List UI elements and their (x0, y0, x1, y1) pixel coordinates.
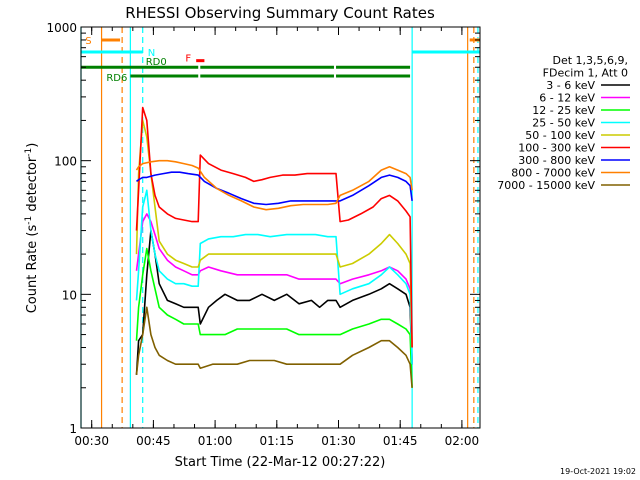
legend-label-100-300-kev: 100 - 300 keV (518, 142, 595, 155)
state-label-s: S (85, 36, 91, 47)
series-50-100-kev (135, 119, 413, 348)
chart-title: RHESSI Observing Summary Count Rates (125, 4, 435, 22)
series-3-6-kev (135, 229, 413, 375)
footer-date: 19-Oct-2021 19:02 (560, 467, 636, 476)
legend-label-12-25-kev: 12 - 25 keV (532, 104, 595, 117)
vertical-markers (80, 27, 479, 428)
state-label-n: N (148, 48, 155, 59)
series-25-50-kev (135, 189, 413, 365)
legend-label-300-800-kev: 300 - 800 keV (518, 154, 595, 167)
legend-header-1: FDecim 1, Att 0 (543, 67, 628, 80)
series-7000-15000-kev (135, 306, 413, 388)
series-12-25-kev (135, 247, 413, 388)
y-tick-label-1: 10 (62, 288, 77, 302)
legend-label-50-100-kev: 50 - 100 keV (525, 129, 595, 142)
axis-ticks: 00:30 00:45 01:00 01:15 01:30 01:45 02:00 1 10 10… (46, 21, 480, 448)
x-tick-label-2: 01:00 (198, 434, 233, 448)
series-800-7000-kev (135, 159, 413, 211)
y-tick-label-0: 1 (69, 422, 77, 436)
x-tick-label-3: 01:15 (260, 434, 295, 448)
state-bars: S N F RD0 RD6 (81, 36, 480, 84)
legend-label-25-50-kev: 25 - 50 keV (532, 117, 595, 130)
state-label-rd0: RD0 (146, 57, 167, 68)
legend-label-800-7000-kev: 800 - 7000 keV (511, 167, 595, 180)
legend-label-7000-15000-kev: 7000 - 15000 keV (497, 179, 595, 192)
x-tick-label-4: 01:30 (321, 434, 356, 448)
series-6-12-kev (135, 213, 413, 365)
series-100-300-kev (135, 106, 413, 348)
series-lines (135, 106, 413, 388)
y-tick-label-3: 1000 (46, 21, 77, 35)
x-tick-label-6: 02:00 (445, 434, 480, 448)
x-tick-label-1: 00:45 (136, 434, 171, 448)
plot-frame (80, 26, 481, 429)
legend-label-3-6-kev: 3 - 6 keV (546, 79, 595, 92)
x-tick-label-0: 00:30 (74, 434, 109, 448)
x-axis-label: Start Time (22-Mar-12 00:27:22) (175, 455, 386, 470)
x-tick-label-5: 01:45 (383, 434, 418, 448)
series-300-800-kev (135, 171, 413, 206)
state-label-f: F (185, 54, 191, 65)
y-axis-label: Count Rate (s-1 detector-1) (24, 143, 40, 314)
state-label-rd6: RD6 (106, 73, 127, 84)
legend-header-0: Det 1,3,5,6,9, (552, 54, 628, 67)
y-tick-label-2: 100 (54, 155, 77, 169)
legend: Det 1,3,5,6,9,FDecim 1, Att 03 - 6 keV6 … (497, 54, 630, 192)
legend-label-6-12-kev: 6 - 12 keV (539, 92, 595, 105)
